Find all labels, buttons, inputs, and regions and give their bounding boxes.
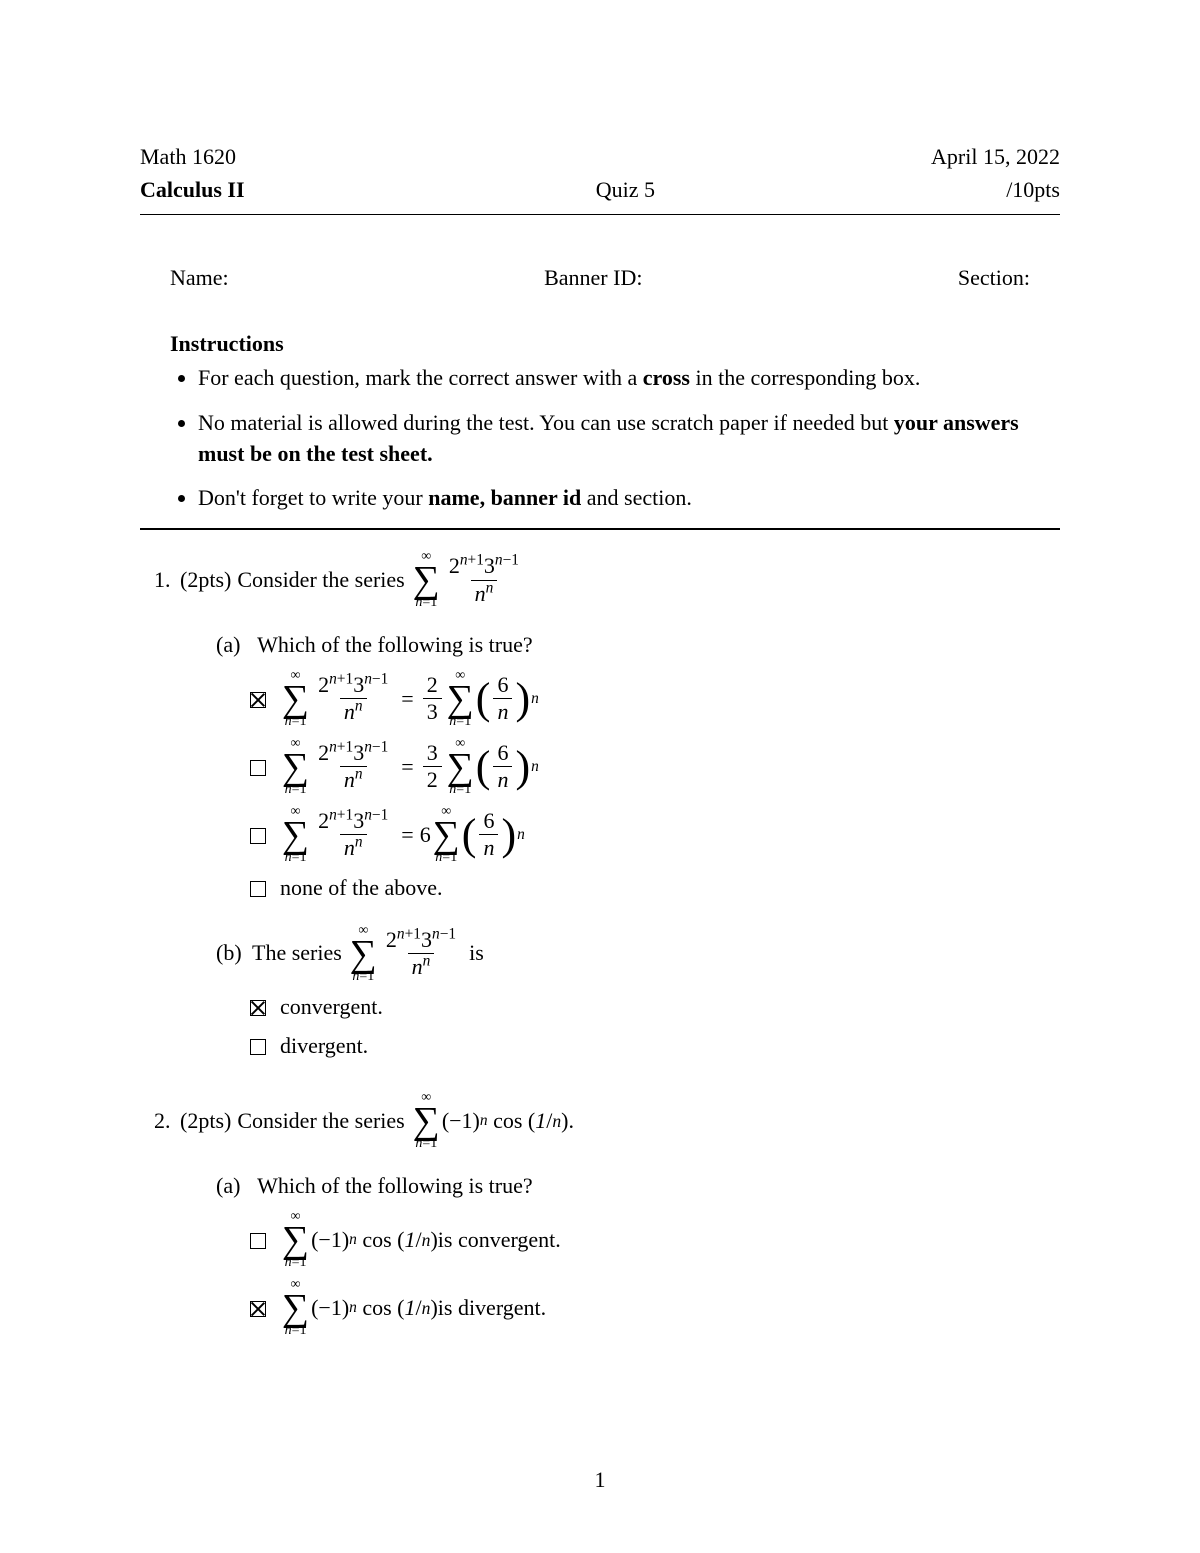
series-formula-2: ∞∑n=1 (−1)n cos (1/n). bbox=[411, 1091, 574, 1151]
instruction-item: For each question, mark the correct answ… bbox=[198, 363, 1030, 394]
question-1a: (a) Which of the following is true? bbox=[140, 630, 1060, 661]
option: ∞∑n=1 2n+13n−1nn = 23 ∞∑n=1 (6n)n bbox=[250, 669, 1060, 729]
part-label: (b) bbox=[216, 938, 252, 969]
part-label: (a) bbox=[216, 630, 252, 661]
option-text: convergent. bbox=[280, 992, 383, 1023]
question-stem-prefix: Consider the series bbox=[237, 565, 404, 596]
question-number: 2. bbox=[154, 1106, 180, 1137]
series-formula-1: ∞∑n=1 2n+13n−1 nn bbox=[411, 550, 526, 610]
part-label: (a) bbox=[216, 1171, 252, 1202]
part-text-suffix: is bbox=[469, 938, 484, 969]
instruction-item: No material is allowed during the test. … bbox=[198, 408, 1030, 470]
option-text: none of the above. bbox=[280, 873, 443, 904]
student-info-row: Name: Banner ID: Section: bbox=[140, 215, 1060, 331]
checkbox-icon[interactable] bbox=[250, 1039, 266, 1055]
question-2a-options: ∞∑n=1 (−1)n cos (1/n) is convergent. ∞∑n… bbox=[140, 1210, 1060, 1338]
question-number: 1. bbox=[154, 565, 180, 596]
checkbox-icon[interactable] bbox=[250, 881, 266, 897]
part-text-prefix: The series bbox=[252, 938, 342, 969]
quiz-date: April 15, 2022 bbox=[931, 140, 1060, 173]
course-code: Math 1620 bbox=[140, 140, 236, 173]
question-points: (2pts) bbox=[180, 1106, 231, 1137]
page: Math 1620 April 15, 2022 Calculus II Qui… bbox=[0, 0, 1200, 1553]
option: convergent. bbox=[250, 992, 1060, 1023]
option: ∞∑n=1 2n+13n−1nn = 6 ∞∑n=1 (6n)n bbox=[250, 805, 1060, 865]
quiz-title: Quiz 5 bbox=[596, 173, 655, 206]
part-text: Which of the following is true? bbox=[257, 1173, 533, 1198]
option: ∞∑n=1 (−1)n cos (1/n) is convergent. bbox=[250, 1210, 1060, 1270]
page-number: 1 bbox=[0, 1467, 1200, 1493]
question-stem-prefix: Consider the series bbox=[237, 1106, 404, 1137]
quiz-points: /10pts bbox=[1006, 173, 1060, 206]
section-label: Section: bbox=[958, 265, 1030, 291]
checkbox-icon[interactable] bbox=[250, 692, 266, 708]
checkbox-icon[interactable] bbox=[250, 760, 266, 776]
option-suffix: is convergent. bbox=[438, 1225, 561, 1256]
instructions-list: For each question, mark the correct answ… bbox=[170, 363, 1030, 514]
question-points: (2pts) bbox=[180, 565, 231, 596]
checkbox-icon[interactable] bbox=[250, 828, 266, 844]
name-label: Name: bbox=[170, 265, 229, 291]
option-formula: ∞∑n=1 (−1)n cos (1/n) bbox=[280, 1278, 438, 1338]
course-name: Calculus II bbox=[140, 173, 245, 206]
question-2: 2. (2pts) Consider the series ∞∑n=1 (−1)… bbox=[140, 1091, 1060, 1338]
option-text: divergent. bbox=[280, 1031, 368, 1062]
checkbox-icon[interactable] bbox=[250, 1233, 266, 1249]
option: none of the above. bbox=[250, 873, 1060, 904]
banner-label: Banner ID: bbox=[544, 265, 642, 291]
quiz-header: Math 1620 April 15, 2022 Calculus II Qui… bbox=[140, 140, 1060, 206]
option: divergent. bbox=[250, 1031, 1060, 1062]
series-formula-1b: ∞∑n=1 2n+13n−1nn bbox=[348, 924, 463, 984]
instructions-block: Instructions For each question, mark the… bbox=[140, 331, 1060, 514]
question-1b: (b) The series ∞∑n=1 2n+13n−1nn is bbox=[140, 924, 1060, 984]
option: ∞∑n=1 2n+13n−1nn = 32 ∞∑n=1 (6n)n bbox=[250, 737, 1060, 797]
option-suffix: is divergent. bbox=[438, 1293, 546, 1324]
option-formula: ∞∑n=1 2n+13n−1nn = 32 ∞∑n=1 (6n)n bbox=[280, 737, 539, 797]
part-text: Which of the following is true? bbox=[257, 632, 533, 657]
instructions-title: Instructions bbox=[170, 331, 1030, 357]
option-formula: ∞∑n=1 2n+13n−1nn = 6 ∞∑n=1 (6n)n bbox=[280, 805, 525, 865]
checkbox-icon[interactable] bbox=[250, 1301, 266, 1317]
option: ∞∑n=1 (−1)n cos (1/n) is divergent. bbox=[250, 1278, 1060, 1338]
option-formula: ∞∑n=1 2n+13n−1nn = 23 ∞∑n=1 (6n)n bbox=[280, 669, 539, 729]
instructions-rule bbox=[140, 528, 1060, 530]
instruction-item: Don't forget to write your name, banner … bbox=[198, 483, 1030, 514]
question-2a: (a) Which of the following is true? bbox=[140, 1171, 1060, 1202]
question-1: 1. (2pts) Consider the series ∞∑n=1 2n+1… bbox=[140, 550, 1060, 1061]
option-formula: ∞∑n=1 (−1)n cos (1/n) bbox=[280, 1210, 438, 1270]
question-1b-options: convergent. divergent. bbox=[140, 992, 1060, 1062]
question-1a-options: ∞∑n=1 2n+13n−1nn = 23 ∞∑n=1 (6n)n ∞∑n=1 … bbox=[140, 669, 1060, 904]
checkbox-icon[interactable] bbox=[250, 1000, 266, 1016]
